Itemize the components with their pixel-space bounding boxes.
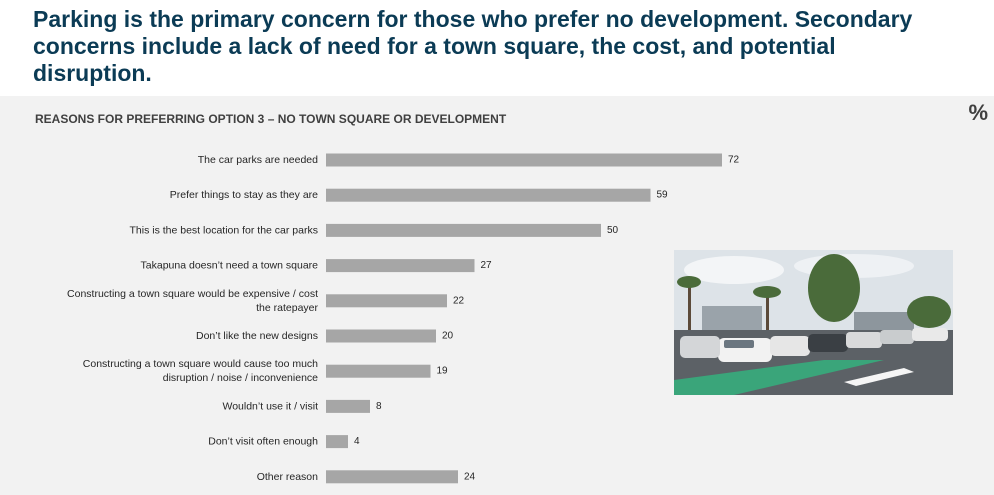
category-label: Constructing a town square would be expe… <box>67 288 318 300</box>
value-label: 59 <box>657 190 669 201</box>
photo-tree <box>808 254 860 322</box>
value-label: 50 <box>607 225 619 236</box>
value-label: 27 <box>481 260 493 271</box>
bar <box>326 188 651 202</box>
category-label: Don’t visit often enough <box>208 436 318 448</box>
photo-palm <box>677 276 701 288</box>
bar <box>326 259 475 273</box>
category-label: Constructing a town square would cause t… <box>83 358 318 370</box>
category-label: the ratepayer <box>256 302 318 314</box>
photo-car <box>770 336 810 356</box>
photo-car <box>808 334 848 352</box>
photo-building <box>702 306 762 332</box>
photo-cloud <box>684 256 784 284</box>
category-label: Takapuna doesn’t need a town square <box>141 260 319 272</box>
value-label: 24 <box>464 471 476 482</box>
value-label: 20 <box>442 331 454 342</box>
bar <box>326 294 447 308</box>
category-label: This is the best location for the car pa… <box>129 224 318 236</box>
value-label: 72 <box>728 155 740 166</box>
bar <box>326 470 458 484</box>
photo-car <box>846 332 882 348</box>
unit-symbol: % <box>968 100 988 125</box>
photo-car <box>680 336 720 358</box>
category-label: Wouldn’t use it / visit <box>222 400 318 412</box>
chart-title: REASONS FOR PREFERRING OPTION 3 – NO TOW… <box>35 112 507 126</box>
photo-tree <box>907 296 951 328</box>
value-label: 4 <box>354 436 360 447</box>
value-label: 22 <box>453 295 465 306</box>
slide-title: Parking is the primary concern for those… <box>33 6 913 86</box>
car-park-photo <box>674 250 953 395</box>
category-label: Other reason <box>257 471 318 483</box>
chart-panel: REASONS FOR PREFERRING OPTION 3 – NO TOW… <box>0 96 994 495</box>
category-label: disruption / noise / inconvenience <box>163 372 318 384</box>
photo-bike-lane <box>674 360 884 395</box>
photo-car <box>912 328 948 341</box>
category-label: Don’t like the new designs <box>196 330 318 342</box>
photo-palm <box>753 286 781 298</box>
photo-car <box>880 330 914 344</box>
category-label: Prefer things to stay as they are <box>170 189 318 201</box>
bar <box>326 399 370 413</box>
category-label: The car parks are needed <box>198 154 318 166</box>
bar <box>326 435 348 449</box>
bar <box>326 329 436 343</box>
value-label: 8 <box>376 401 382 412</box>
photo-building <box>854 312 914 332</box>
bar <box>326 364 431 378</box>
bar-chart: The car parks are needed 72 Prefer things … <box>67 153 740 484</box>
photo-arrow <box>844 368 914 386</box>
bar <box>326 153 722 167</box>
value-label: 19 <box>437 366 449 377</box>
bar <box>326 223 601 237</box>
